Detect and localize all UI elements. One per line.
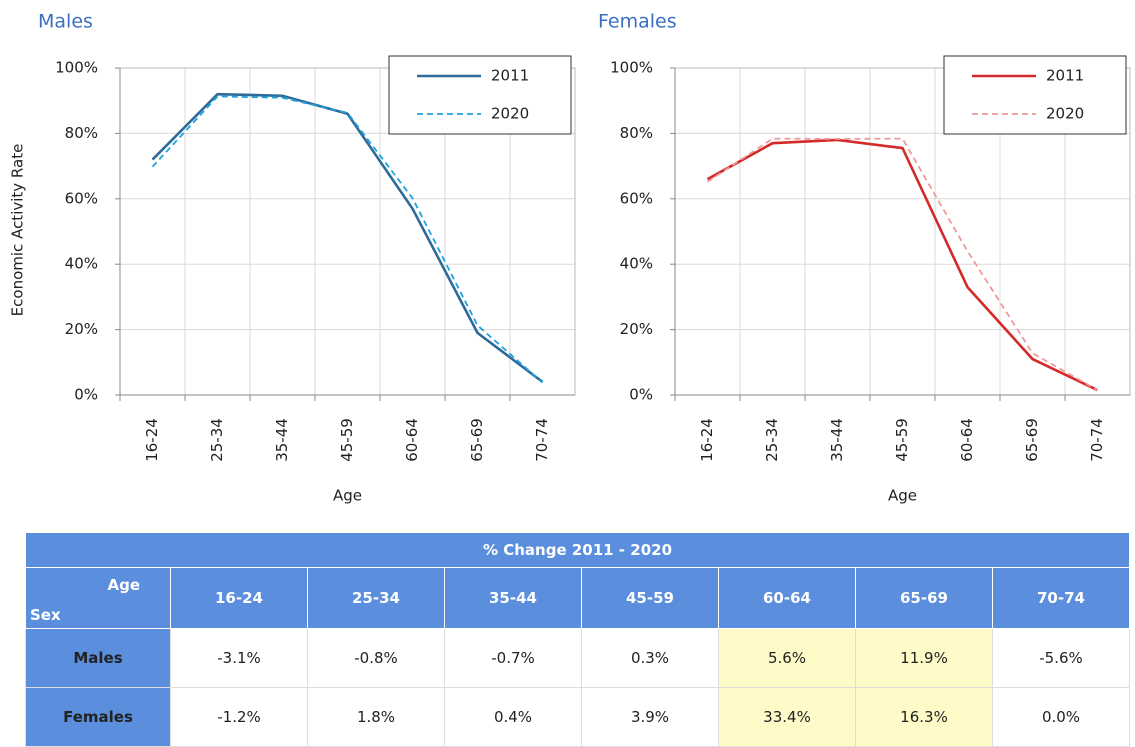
column-header: 45-59 (581, 567, 719, 629)
legend-label: 2020 (491, 105, 529, 123)
x-tick-label: 45-59 (893, 418, 911, 462)
corner-column: Age (107, 576, 140, 594)
table-row: Females -1.2% 1.8% 0.4% 3.9% 33.4% 16.3% 0.0% (25, 687, 1130, 747)
legend-box (943, 55, 1127, 135)
series-line (151, 92, 544, 383)
y-tick-label: 60% (620, 189, 653, 207)
x-tick-label: 35-44 (828, 418, 846, 462)
x-tick-label: 60-64 (403, 418, 421, 462)
table-corner: Age Sex (25, 567, 171, 629)
table-cell: -0.7% (444, 628, 582, 688)
table-cell: 3.9% (581, 687, 719, 747)
y-tick-label: 20% (620, 320, 653, 338)
table-cell: 0.4% (444, 687, 582, 747)
table-cell: 1.8% (307, 687, 445, 747)
y-axis-label: Economic Activity Rate (9, 144, 27, 317)
column-header: 70-74 (992, 567, 1130, 629)
y-tick-label: 0% (629, 386, 653, 404)
change-table: % Change 2011 - 2020 Age Sex 16-24 25-34 3… (25, 532, 1130, 747)
y-tick-label: 0% (74, 386, 98, 404)
charts: Males Economic Activity Rate Age 0% 20% 40% 60… (9, 11, 1131, 505)
table-title: % Change 2011 - 2020 (25, 532, 1130, 568)
y-tick-label: 100% (55, 59, 98, 77)
x-axis-label: Age (333, 487, 362, 505)
x-tick-label: 16-24 (698, 418, 716, 462)
x-tick-label: 16-24 (143, 418, 161, 462)
table-cell: -5.6% (992, 628, 1130, 688)
legend-label: 2011 (491, 67, 529, 85)
y-tick-label: 100% (610, 59, 653, 77)
table-cell: 0.0% (992, 687, 1130, 747)
chart-title: Males (38, 11, 93, 33)
table-cell: -3.1% (170, 628, 308, 688)
series-line (706, 138, 1099, 392)
table-cell: 11.9% (855, 628, 993, 688)
table-cell: 5.6% (718, 628, 856, 688)
x-tick-label: 60-64 (958, 418, 976, 462)
legend: 2011 2020 (388, 55, 572, 135)
column-header: 35-44 (444, 567, 582, 629)
series-line (151, 95, 544, 384)
legend: 2011 2020 (943, 55, 1127, 135)
column-header: 16-24 (170, 567, 308, 629)
x-tick-label: 45-59 (338, 418, 356, 462)
legend-label: 2011 (1046, 67, 1084, 85)
legend-box (388, 55, 572, 135)
x-axis-label: Age (888, 487, 917, 505)
column-header: 65-69 (855, 567, 993, 629)
table-cell: 0.3% (581, 628, 719, 688)
table-cell: 33.4% (718, 687, 856, 747)
x-tick-label: 35-44 (273, 418, 291, 462)
x-tick-label: 70-74 (1088, 418, 1106, 462)
row-header: Males (25, 628, 171, 688)
legend-label: 2020 (1046, 105, 1084, 123)
table-row: Males -3.1% -0.8% -0.7% 0.3% 5.6% 11.9% -5.6% (25, 628, 1130, 688)
y-tick-label: 40% (65, 255, 98, 273)
table-cell: 16.3% (855, 687, 993, 747)
y-tick-label: 20% (65, 320, 98, 338)
x-tick-label: 25-34 (763, 418, 781, 462)
x-tick-label: 65-69 (1023, 418, 1041, 462)
y-tick-label: 60% (65, 189, 98, 207)
x-tick-label: 65-69 (468, 418, 486, 462)
x-tick-label: 25-34 (208, 418, 226, 462)
row-header: Females (25, 687, 171, 747)
table-cell: -1.2% (170, 687, 308, 747)
column-header: 60-64 (718, 567, 856, 629)
y-tick-label: 80% (620, 124, 653, 142)
corner-row: Sex (30, 606, 61, 624)
column-header: 25-34 (307, 567, 445, 629)
y-tick-label: 40% (620, 255, 653, 273)
chart-title: Females (598, 11, 677, 33)
y-tick-label: 80% (65, 124, 98, 142)
x-tick-label: 70-74 (533, 418, 551, 462)
table-cell: -0.8% (307, 628, 445, 688)
